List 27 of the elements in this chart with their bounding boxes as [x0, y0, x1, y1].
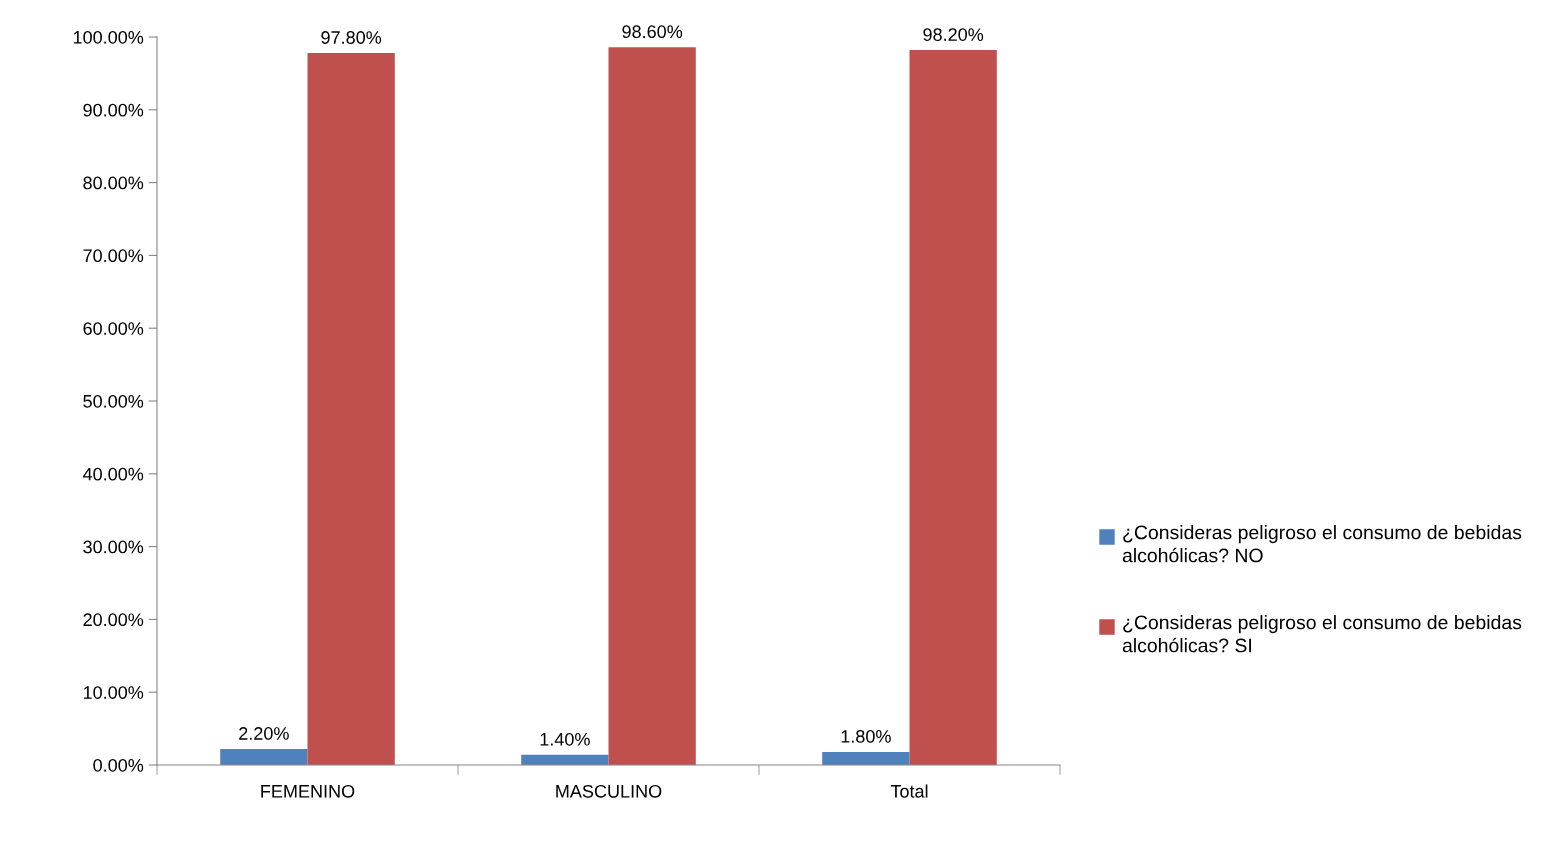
bar — [608, 47, 696, 765]
y-tick-label: 20.00% — [83, 613, 144, 627]
data-label: 1.80% — [841, 729, 891, 743]
y-tick-label: 10.00% — [83, 686, 144, 699]
y-tick-label: 40.00% — [82, 467, 144, 481]
bar — [822, 751, 910, 765]
y-tick-label: 70.00% — [83, 249, 144, 263]
y-tick-label: 0.00% — [93, 758, 144, 772]
y-tick-label: 100.00% — [73, 30, 144, 44]
data-label: 98.60% — [622, 25, 683, 39]
bar — [220, 748, 308, 765]
bar — [307, 53, 395, 765]
y-tick-label: 90.00% — [83, 103, 144, 117]
data-label: 97.80% — [321, 31, 382, 44]
bar — [909, 50, 997, 765]
y-tick-label: 60.00% — [83, 322, 144, 335]
data-label: 2.20% — [239, 727, 289, 740]
data-label: 1.40% — [540, 732, 590, 746]
legend-label: ¿Consideras peligroso el consumo de bebidas alcohólicas? SI — [1122, 615, 1522, 653]
x-tick-label: FEMENINO — [261, 784, 355, 798]
x-tick-label: MASCULINO — [556, 784, 662, 798]
x-tick-label: Total — [890, 784, 928, 798]
y-tick-label: 30.00% — [83, 540, 144, 554]
data-label: 98.20% — [923, 28, 984, 41]
legend-label: ¿Consideras peligroso el consumo de bebidas alcohólicas? NO — [1122, 525, 1522, 563]
y-tick-label: 50.00% — [83, 394, 144, 408]
y-tick-label: 80.00% — [83, 176, 144, 190]
